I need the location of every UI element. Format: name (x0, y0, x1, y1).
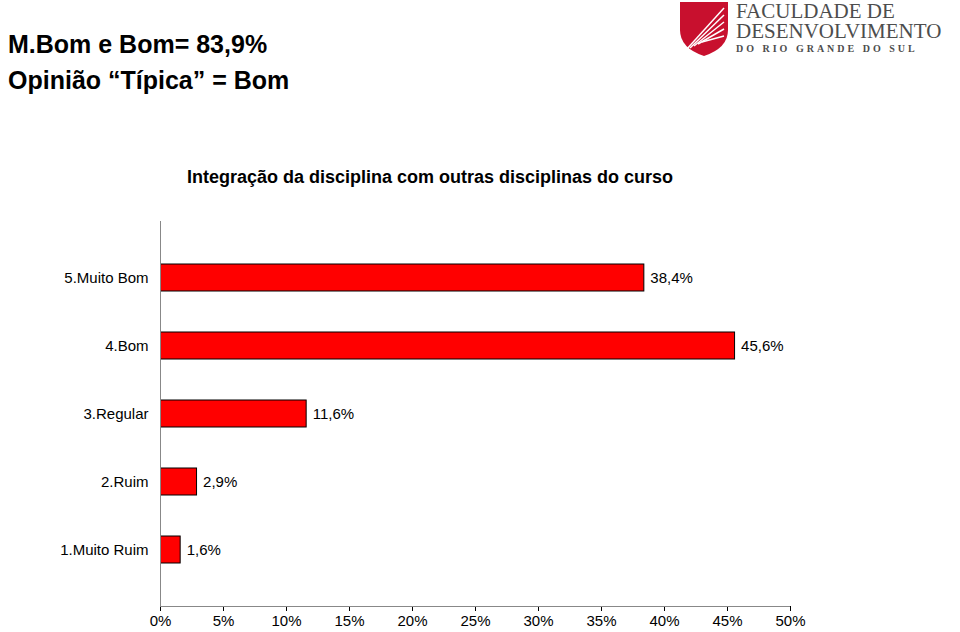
svg-text:50%: 50% (775, 612, 805, 629)
html-text:Integração da disciplina com o: Integração da disciplina com outras disc… (186, 167, 674, 187)
svg-text:2,9%: 2,9% (203, 473, 237, 490)
svg-text:3.Regular: 3.Regular (83, 405, 148, 422)
svg-text:1,6%: 1,6% (187, 541, 221, 558)
svg-text:45%: 45% (712, 612, 742, 629)
html-text:M.Bom e Bom= 83,9%: M.Bom e Bom= 83,9% (8, 30, 268, 58)
svg-text:15%: 15% (334, 612, 364, 629)
svg-text:25%: 25% (460, 612, 490, 629)
svg-text:35%: 35% (586, 612, 616, 629)
html-text:Opinião “Típica” = Bom: Opinião “Típica” = Bom (8, 66, 290, 94)
svg-text:DO RIO GRANDE DO SUL: DO RIO GRANDE DO SUL (736, 43, 918, 54)
svg-text:5%: 5% (213, 612, 235, 629)
svg-text:4.Bom: 4.Bom (105, 337, 148, 354)
svg-text:0%: 0% (150, 612, 172, 629)
svg-text:DESENVOLVIMENTO: DESENVOLVIMENTO (736, 19, 941, 43)
svg-text:5.Muito Bom: 5.Muito Bom (64, 269, 148, 286)
svg-text:30%: 30% (523, 612, 553, 629)
svg-text:45,6%: 45,6% (741, 337, 784, 354)
svg-text:1.Muito Ruim: 1.Muito Ruim (60, 541, 148, 558)
svg-text:11,6%: 11,6% (313, 405, 354, 422)
svg-text:38,4%: 38,4% (650, 269, 693, 286)
svg-text:10%: 10% (271, 612, 301, 629)
svg-text:2.Ruim: 2.Ruim (101, 473, 149, 490)
svg-text:20%: 20% (397, 612, 427, 629)
svg-text:40%: 40% (649, 612, 679, 629)
